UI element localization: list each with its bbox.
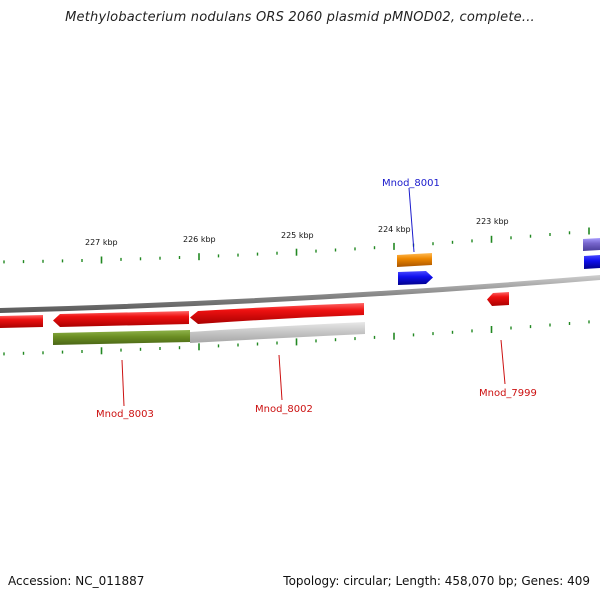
leader-line-mnod-7999	[500, 339, 506, 385]
gene-label-mnod-8001[interactable]: Mnod_8001	[382, 178, 440, 189]
reverse-track-segment	[190, 322, 365, 343]
scale-label-227kbp: 227 kbp	[85, 238, 118, 247]
map-title: Methylobacterium nodulans ORS 2060 plasm…	[65, 10, 535, 25]
gene-mnod-7999[interactable]	[487, 292, 509, 306]
gene-mnod-8003[interactable]	[53, 311, 189, 327]
leader-line-mnod-8001	[408, 187, 415, 253]
scale-label-223kbp: 223 kbp	[476, 217, 509, 226]
scale-label-226kbp: 226 kbp	[183, 235, 216, 244]
gene-right-edge-purple[interactable]	[583, 238, 600, 251]
genome-backbone	[0, 275, 600, 313]
leader-line-mnod-8002	[278, 354, 283, 401]
gene-mnod-8003-cds[interactable]	[53, 330, 190, 345]
gene-mnod-8002[interactable]	[190, 303, 364, 324]
gene-right-edge-blue[interactable]	[584, 255, 600, 269]
gene-label-mnod-7999[interactable]: Mnod_7999	[479, 388, 537, 399]
gene-red-left-edge[interactable]	[0, 315, 43, 328]
gene-label-mnod-8003[interactable]: Mnod_8003	[96, 409, 154, 420]
gene-mnod-8001[interactable]	[398, 271, 433, 285]
scale-label-225kbp: 225 kbp	[281, 231, 314, 240]
gene-label-mnod-8002[interactable]: Mnod_8002	[255, 404, 313, 415]
scale-ticks-reverse	[3, 320, 590, 356]
scale-label-224kbp: 224 kbp	[378, 225, 411, 234]
accession-label: Accession: NC_011887	[8, 574, 145, 588]
leader-line-mnod-8003	[121, 359, 125, 407]
genome-stats-label: Topology: circular; Length: 458,070 bp; …	[283, 574, 590, 588]
gene-mnod-8001-orange[interactable]	[397, 253, 432, 267]
